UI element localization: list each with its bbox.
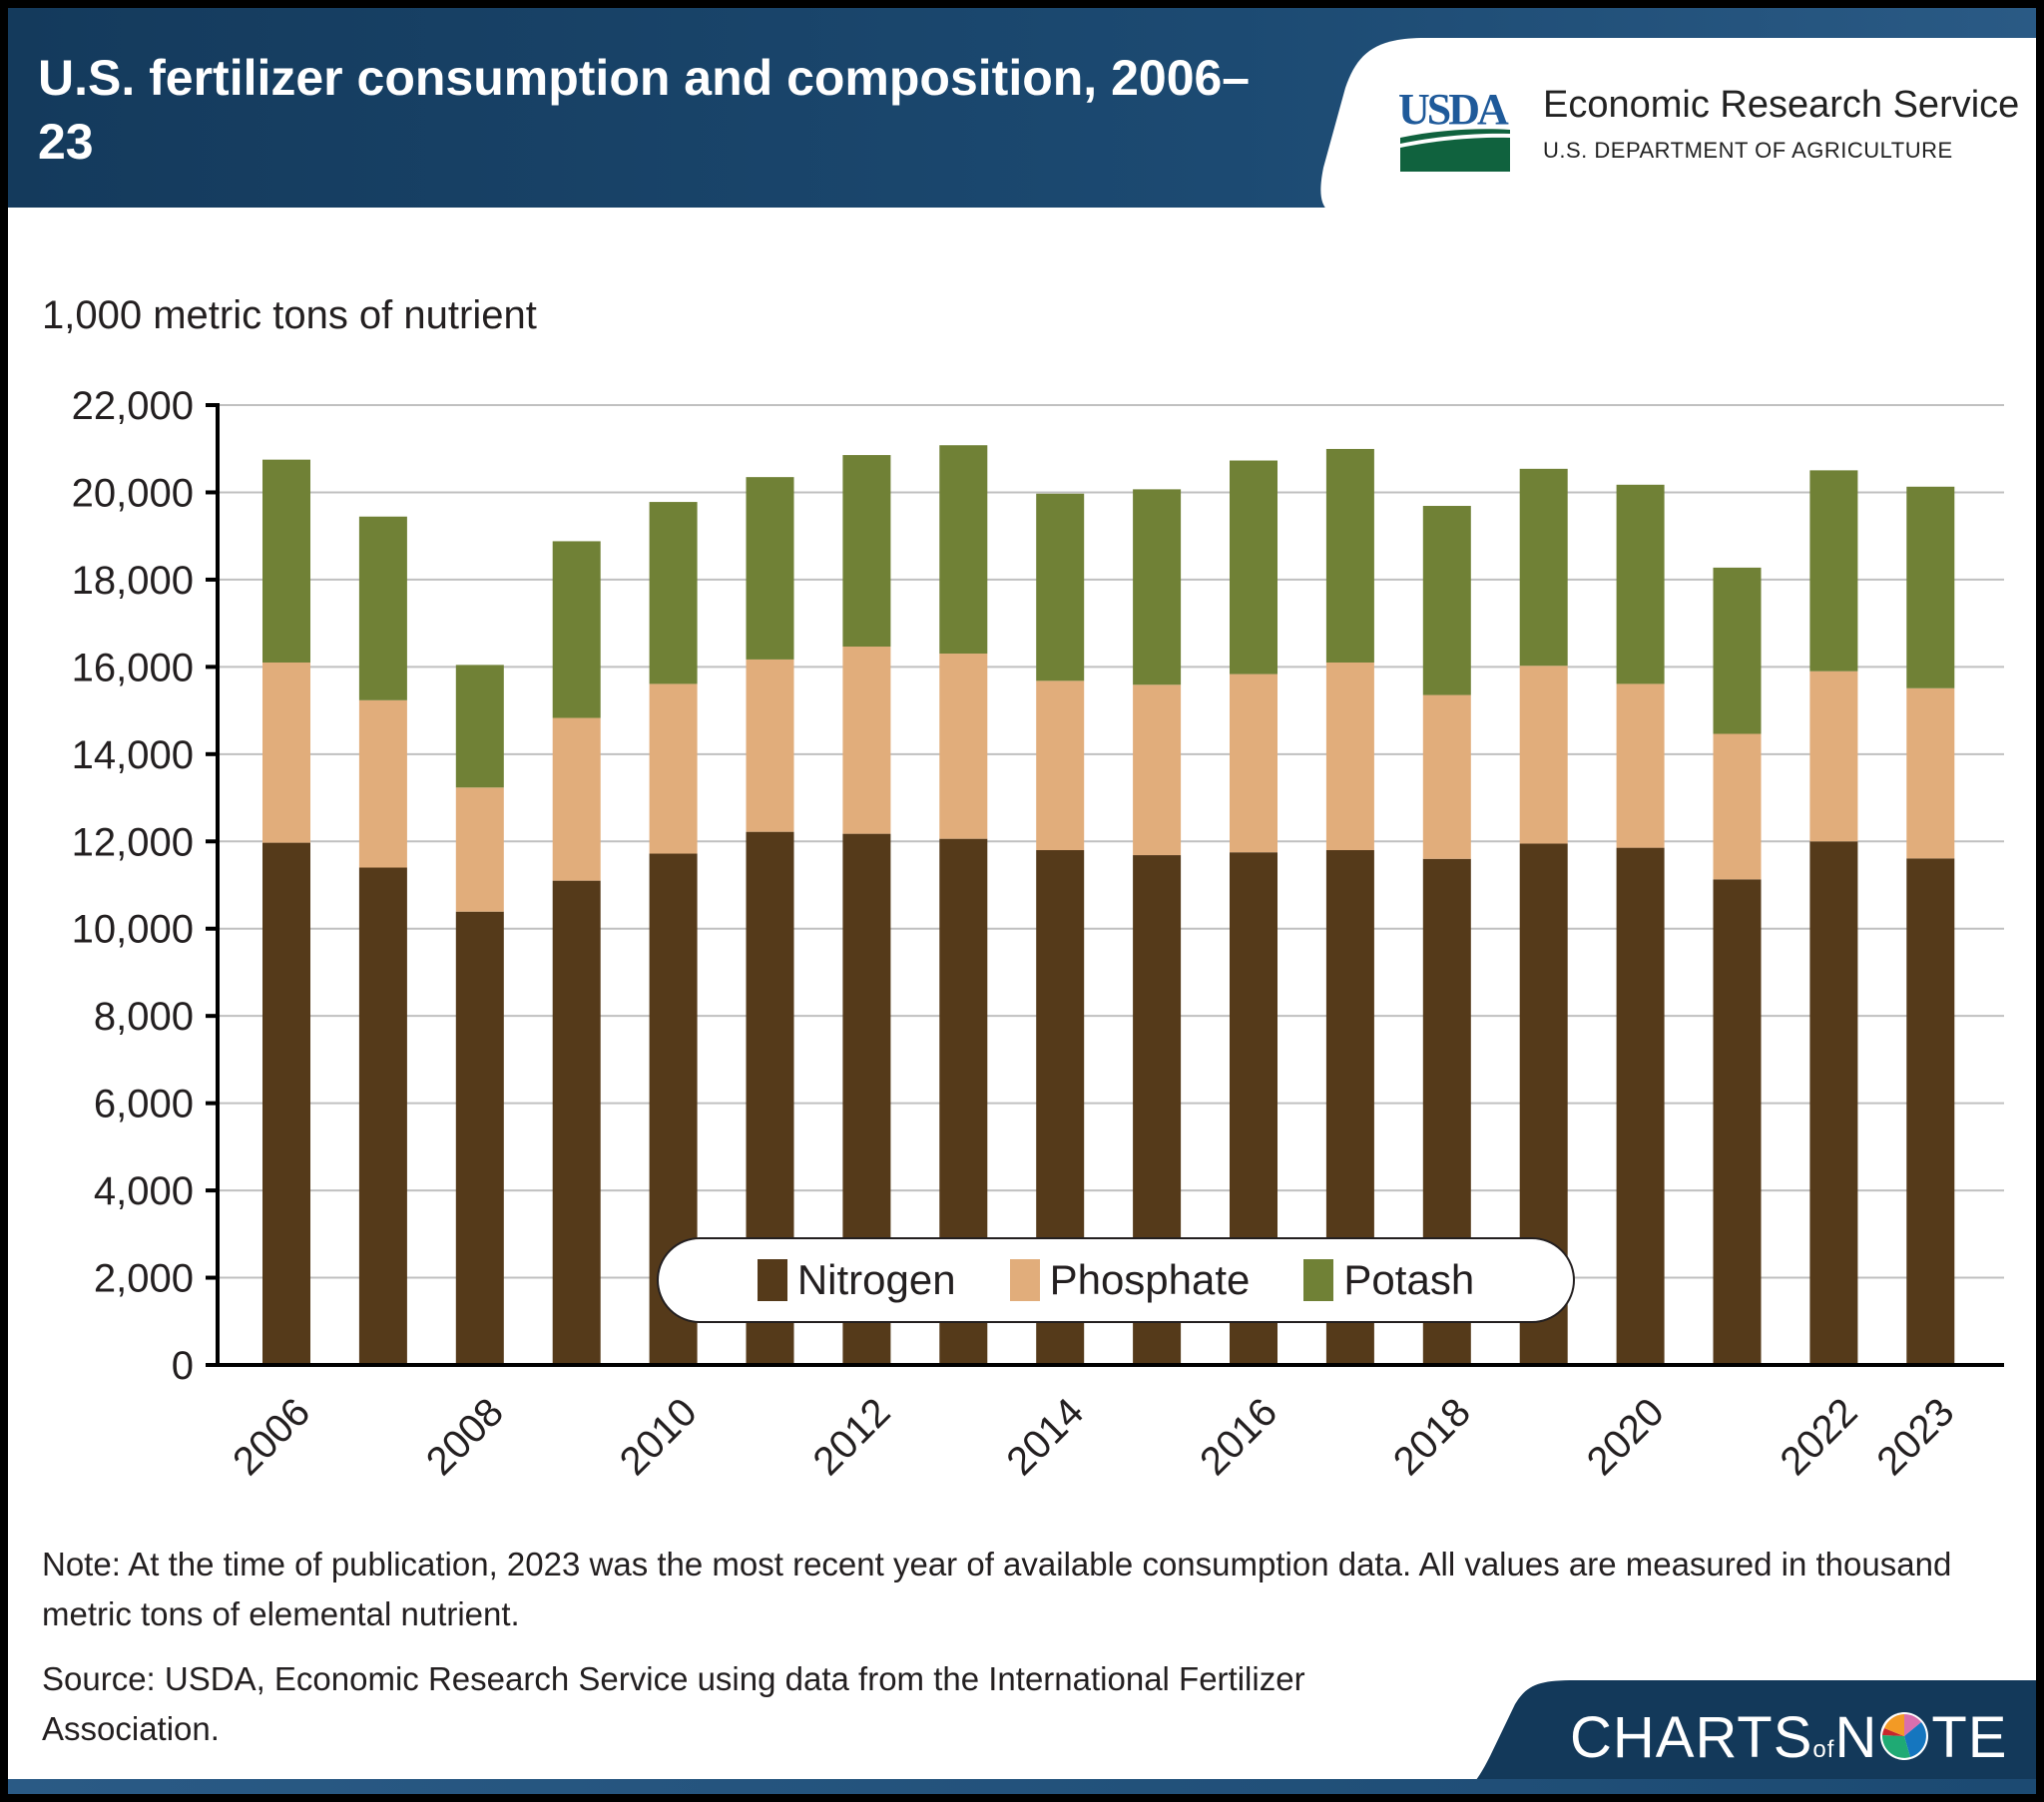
bar-phosphate-2006 [262,662,310,843]
bar-phosphate-2017 [1325,662,1374,851]
x-tick-label: 2006 [225,1390,318,1484]
x-tick-label: 2010 [612,1390,706,1484]
pie-chart-icon [1880,1712,1929,1760]
org-parent: U.S. DEPARTMENT OF AGRICULTURE [1543,138,1953,163]
brand-n: N [1834,1705,1878,1770]
bar-phosphate-2012 [842,647,891,834]
bar-phosphate-2008 [455,787,504,912]
legend-item-potash: Potash [1303,1256,1474,1304]
footer-logo-panel [1458,1680,2036,1794]
bar-nitrogen-2021 [1713,879,1762,1365]
brand-of: of [1812,1736,1835,1763]
bar-potash-2018 [1422,506,1471,695]
y-tick-label: 14,000 [72,733,194,777]
chart-plot: 0 2,000 4,000 6,000 8,000 10,000 12,000 14,000 1… [72,384,2004,1484]
y-tick-label: 22,000 [72,384,194,428]
page-title: U.S. fertilizer consumption and composit… [38,50,1251,170]
legend-item-nitrogen: Nitrogen [757,1256,956,1304]
bar-potash-2007 [358,516,407,700]
bar-phosphate-2016 [1230,674,1278,853]
x-tick-label: 2023 [1868,1390,1962,1484]
legend-label-nitrogen: Nitrogen [796,1256,956,1303]
x-tick-label: 2022 [1773,1390,1866,1484]
org-name: Economic Research Service [1543,84,2020,126]
bar-potash-2015 [1133,489,1182,685]
y-tick-label: 12,000 [72,820,194,864]
y-tick-label: 16,000 [72,646,194,689]
x-tick-label: 2016 [1192,1390,1285,1484]
x-tick-label: 2008 [418,1390,512,1484]
y-tick-label: 4,000 [94,1169,194,1213]
legend-swatch-nitrogen [757,1259,787,1301]
bar-nitrogen-2023 [1906,858,1955,1365]
y-tick-label: 0 [172,1344,194,1388]
bar-potash-2006 [262,459,310,663]
bar-potash-2009 [552,541,601,718]
bar-nitrogen-2008 [455,911,504,1365]
bar-potash-2008 [455,665,504,788]
bar-phosphate-2020 [1616,683,1665,848]
bar-potash-2010 [649,502,698,684]
x-tick-label: 2012 [805,1390,899,1484]
bar-phosphate-2019 [1519,666,1568,844]
x-tick-label: 2018 [1385,1390,1479,1484]
legend-label-phosphate: Phosphate [1049,1256,1251,1303]
y-tick-label: 6,000 [94,1083,194,1126]
x-tick-label: 2020 [1579,1390,1673,1484]
footer-band [8,1779,2036,1794]
brand-te: TE [1931,1705,2008,1770]
y-tick-label: 2,000 [94,1257,194,1301]
bar-phosphate-2013 [939,654,988,839]
bar-potash-2021 [1713,567,1762,734]
bar-phosphate-2014 [1036,680,1085,851]
bar-phosphate-2022 [1809,671,1858,842]
y-axis-title: 1,000 metric tons of nutrient [42,293,537,337]
bar-potash-2012 [842,455,891,648]
bar-phosphate-2011 [746,659,794,832]
bar-nitrogen-2007 [358,867,407,1365]
bar-nitrogen-2009 [552,880,601,1365]
brand-main: CHARTS [1570,1705,1813,1770]
y-tick-label: 10,000 [72,908,194,952]
bar-potash-2013 [939,445,988,655]
bar-potash-2017 [1325,448,1374,663]
y-tick-label: 20,000 [72,471,194,515]
chart-card: U.S. fertilizer consumption and composit… [8,8,2036,1794]
charts-of-note-logo: CHARTSofN TE [1570,1704,2007,1771]
bar-potash-2022 [1809,470,1858,672]
y-tick-label: 18,000 [72,559,194,603]
bar-phosphate-2018 [1422,694,1471,859]
bar-phosphate-2021 [1713,733,1762,880]
y-tick-label: 8,000 [94,995,194,1039]
bar-phosphate-2015 [1133,684,1182,856]
bar-potash-2019 [1519,468,1568,667]
bar-nitrogen-2022 [1809,841,1858,1365]
chart-source: Source: USDA, Economic Research Service … [42,1660,1305,1747]
usda-logo-icon: USDA [1398,86,1512,172]
bar-potash-2023 [1906,486,1955,688]
chart-note: Note: At the time of publication, 2023 w… [42,1546,1952,1632]
bar-nitrogen-2020 [1616,847,1665,1365]
usda-logo-text: USDA [1398,86,1509,134]
bar-phosphate-2007 [358,699,407,868]
bar-nitrogen-2006 [262,842,310,1365]
legend-label-potash: Potash [1343,1256,1475,1303]
bar-phosphate-2009 [552,717,601,881]
bar-potash-2020 [1616,484,1665,684]
legend-swatch-potash [1303,1259,1334,1301]
x-tick-label: 2014 [998,1390,1092,1484]
bar-potash-2014 [1036,493,1085,681]
legend-swatch-phosphate [1009,1259,1040,1301]
bar-potash-2011 [746,477,794,660]
header-logo-panel [1320,38,2036,218]
bar-phosphate-2023 [1906,687,1955,859]
legend-item-phosphate: Phosphate [1009,1256,1251,1304]
bar-phosphate-2010 [649,683,698,854]
chart-legend: Nitrogen Phosphate Potash [657,1237,1575,1323]
bar-potash-2016 [1230,460,1278,675]
